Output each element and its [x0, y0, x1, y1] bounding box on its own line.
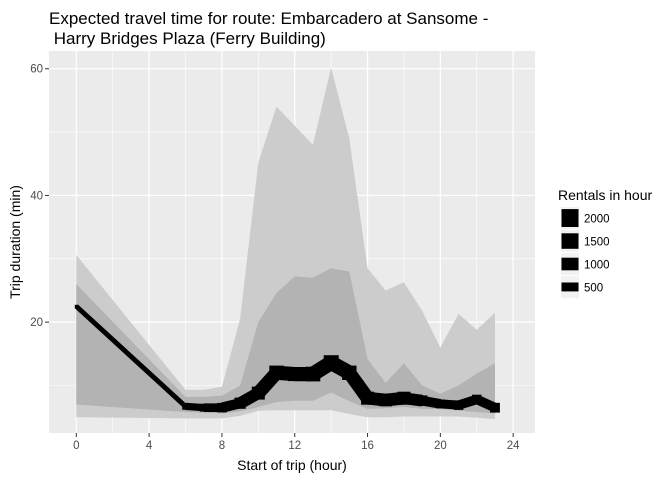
median-point	[305, 366, 321, 382]
outer-ribbon	[76, 67, 496, 420]
x-tick-label: 12	[288, 440, 301, 452]
x-tick-label: 24	[507, 440, 520, 452]
y-axis: 20 40 60	[30, 64, 49, 329]
median-line	[74, 304, 500, 413]
x-tick-label: 0	[73, 440, 79, 452]
y-tick-label: 20	[30, 317, 43, 329]
median-point	[397, 391, 411, 405]
y-tick-label: 60	[30, 64, 43, 76]
x-tick-label: 16	[361, 440, 374, 452]
median-line-segment	[74, 304, 188, 409]
chart-title-line-2: Harry Bridges Plaza (Ferry Building)	[49, 29, 326, 48]
median-point	[269, 365, 284, 380]
legend-swatch	[561, 282, 579, 292]
x-tick-label: 8	[219, 440, 225, 452]
legend: Rentals in hour 2000 1500 1000 500	[558, 187, 653, 298]
legend-label: 1500	[584, 237, 610, 249]
median-point	[74, 304, 78, 308]
legend-swatch	[561, 233, 579, 249]
median-point	[436, 399, 445, 409]
median-point	[217, 402, 227, 413]
median-point	[453, 400, 464, 410]
median-point	[416, 395, 428, 406]
median-point	[361, 391, 375, 405]
median-point	[251, 386, 265, 400]
x-axis: 0 4 8 12 16 20 24	[73, 433, 520, 452]
median-point	[199, 403, 208, 412]
legend-swatch	[561, 209, 579, 227]
median-point	[490, 402, 500, 413]
median-point	[182, 403, 189, 410]
inner-ribbon	[76, 268, 496, 414]
y-axis-title: Trip duration (min)	[7, 185, 23, 299]
y-tick-label: 40	[30, 190, 43, 202]
median-point	[472, 394, 482, 405]
legend-title: Rentals in hour	[558, 187, 653, 203]
legend-label: 500	[584, 283, 603, 295]
median-point	[234, 397, 246, 409]
chart-title-line-1: Expected travel time for route: Embarcad…	[49, 9, 488, 28]
legend-swatch	[561, 257, 579, 271]
x-axis-title: Start of trip (hour)	[237, 457, 347, 473]
x-tick-label: 4	[146, 440, 153, 452]
legend-label: 2000	[584, 214, 610, 226]
legend-label: 1000	[584, 260, 610, 272]
x-tick-label: 20	[434, 440, 447, 452]
median-point	[342, 365, 357, 380]
ribbons	[76, 67, 496, 420]
median-point	[323, 355, 339, 371]
median-point	[287, 367, 302, 382]
median-point	[379, 393, 392, 407]
